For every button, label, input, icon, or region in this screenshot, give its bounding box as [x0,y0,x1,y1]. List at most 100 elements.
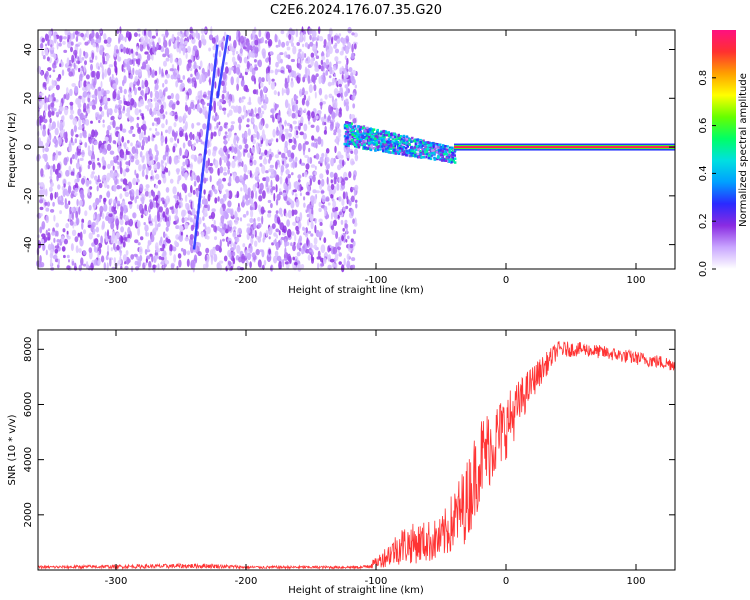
spectrogram-cell [198,139,203,143]
spectrogram-cell [246,223,251,227]
spectrogram-cell [339,50,344,56]
spectrogram-cell [335,61,338,70]
spectrogram-cell [201,101,206,105]
spectrogram-cell [63,157,68,166]
colorbar: 0.00.20.40.60.8 Normalized spectral ampl… [698,30,749,277]
spectrogram-cell [286,219,290,227]
spectrogram-cell [291,42,294,47]
spectrogram-cell [297,179,301,183]
spectrogram-cell [436,143,439,146]
spectrogram-cell [318,64,322,70]
spectrogram-cell [59,102,63,108]
spectrogram-cell [267,226,273,236]
spectrogram-cell [334,253,339,261]
spectrogram-cell [343,78,348,83]
spectrogram-cell [181,209,186,218]
spectrogram-cell [335,262,338,270]
spectrogram-cell [95,197,100,206]
spectrogram-cell [145,184,150,189]
spectrogram-cell [79,73,83,83]
spectrogram-cell [286,228,292,238]
spectrogram-cell [239,35,245,44]
spectrogram-cell [70,193,74,199]
spectrogram-cell [51,40,55,47]
spectrogram-cell [67,67,71,72]
spectrogram-cell [97,66,100,70]
spectrogram-cell [118,133,121,140]
spectrogram-cell [44,86,47,91]
spectrogram-cell [145,59,148,65]
spectrogram-cell [38,240,41,244]
spectrogram-cell [354,143,358,147]
spectrogram-cell [310,164,316,168]
spectrogram-cell [357,135,361,139]
spectrogram-cell [330,194,334,199]
spectrogram-cell [331,111,336,120]
spectrogram-cell [144,51,149,55]
spectrogram-cell [313,237,318,245]
spectrogram-cell [57,151,62,156]
spectrogram-cell [337,60,342,64]
spectrogram-cell [413,146,417,149]
spectrogram-cell [406,139,409,143]
spectrogram-cell [390,143,393,147]
spectrogram-cell [170,74,175,80]
spectrogram-cell [280,30,285,35]
spectrogram-cell [263,85,267,93]
spectrogram-cell [392,143,395,147]
spectrogram-cell [384,138,388,141]
spectrogram-cell [258,29,262,38]
spectrogram-cell [247,52,251,60]
spectrogram-cell [277,91,280,97]
spectrogram-cell [70,128,74,137]
spectrogram-cell [315,153,320,160]
spectrogram-cell [214,81,217,89]
spectrogram-cell [123,169,127,177]
spectrogram-cell [378,140,381,143]
spectrogram-cell [54,127,59,136]
spectrogram-cell [403,152,406,156]
spectrogram-cell [100,81,103,88]
spectrogram-cell [390,147,393,151]
spectrogram-cell [55,222,59,228]
spectrogram-cell [302,133,307,140]
spectrogram-cell [247,169,251,175]
spectrogram-cell [333,35,338,41]
spectrogram-cell [193,61,197,70]
spectrogram-cell [162,243,166,249]
spectrogram-cell [344,177,349,181]
spectrogram-cell [123,58,128,64]
spectrogram-cell [82,86,86,91]
spectrogram-cell [344,84,349,89]
spectrogram-cell [98,182,103,189]
spectrogram-cell [144,36,149,44]
spectrogram-cell [331,212,335,217]
spectrogram-cell [323,44,326,48]
spectrogram-cell [284,140,288,149]
spectrogram-cell [333,211,338,220]
spectrogram-cell [175,225,180,230]
spectrogram-cell [41,97,46,105]
spectrogram-cell [447,153,451,156]
spectrogram-cell [43,118,48,124]
spectrogram-cell [84,142,88,148]
spectrogram-cell [196,65,200,69]
spectrogram-cell [53,214,56,222]
spectrogram-cell [226,49,229,55]
spectrogram-cell [254,125,258,134]
spectrogram-cell [192,200,195,210]
spectrogram-cell [303,196,306,201]
spectrogram-cell [79,112,85,121]
spectrogram-cell [190,176,194,181]
spectrogram-cell [83,133,87,139]
spectrogram-cell [265,138,269,147]
spectrogram-cell [376,148,380,152]
spectrogram-cell [238,161,242,167]
spectrogram-cell [172,186,177,195]
spectrogram-cell [138,109,142,113]
spectrogram-cell [119,218,124,226]
spectrogram-cell [314,171,318,176]
spectrogram-cell [137,86,142,91]
spectrogram-cell [112,90,117,100]
spectrogram-cell [426,146,430,149]
